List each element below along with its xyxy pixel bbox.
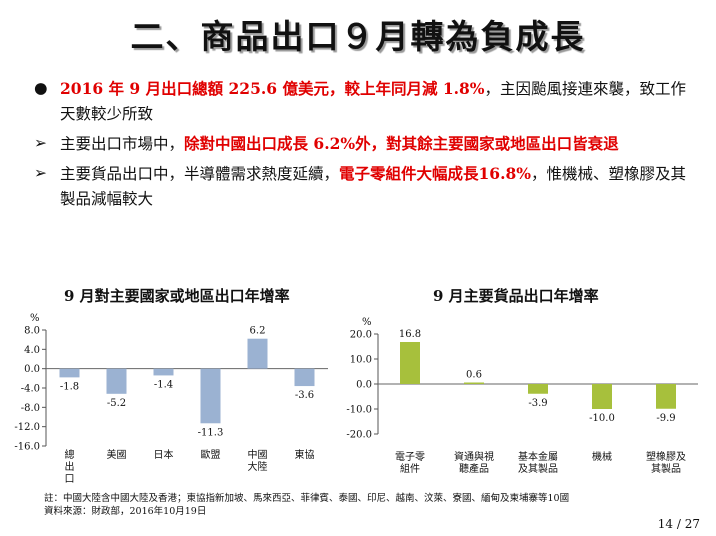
bar (153, 368, 174, 376)
bar (400, 342, 420, 384)
bar-value-label: -3.6 (295, 390, 314, 401)
bar (247, 338, 268, 369)
y-tick-label: -20.0 (346, 430, 372, 441)
footnote: 註：中國大陸含中國大陸及香港；東協指新加坡、馬來西亞、菲律賓、泰國、印尼、越南、… (44, 493, 570, 504)
bullet-text: 除對中國出口成長 6.2%外，對其餘主要國家或地區出口皆衰退 (184, 134, 619, 153)
bar-value-label: -11.3 (198, 427, 224, 438)
category-label: 美國 (107, 448, 127, 461)
slide-title: 二、商品出口９月轉為負成長 (130, 17, 586, 56)
category-label: 機械 (592, 450, 612, 463)
y-tick-label: -8.0 (21, 403, 40, 414)
y-tick-label: 4.0 (24, 345, 40, 356)
bullet-text: ，主因颱風接連來襲，致工作天數較少所致 (60, 80, 687, 123)
products-bar-chart: % 20.0 10.0 0.0 -10.0 -20.0 16.8 電子零組件 0.6 資通與視聽產… (346, 317, 698, 475)
bullet-text: 主要貨品出口中，半導體需求熱度延續， (60, 165, 340, 183)
category-label: 東協 (295, 448, 315, 461)
category-label: 及其製品 (518, 462, 558, 475)
source-note: 資料來源：財政部，2016年10月19日 (44, 506, 207, 517)
bar (294, 368, 315, 387)
bullet-text: 2016 年 9 月出口總額 225.6 億美元，較上年同月減 1.8% (60, 79, 485, 98)
bar (656, 384, 676, 409)
category-label: 其製品 (651, 462, 681, 475)
bar (528, 384, 548, 394)
bullet-total-exports: ● 2016 年 9 月出口總額 225.6 億美元，較上年同月減 1.8%，主… (30, 76, 698, 127)
page-number: 14 / 27 (657, 517, 700, 531)
category-label: 日本 (154, 448, 174, 461)
markets-bar-chart: % 8.0 4.0 0.0 -4.0 -8.0 -12.0 -16.0 -1.8 總出口 -5.2 美… (14, 313, 328, 485)
bullet-text: 電子零組件大幅成長16.8% (339, 164, 531, 183)
category-label: 歐盟 (201, 448, 221, 461)
arrow-bullet-icon: ➢ (34, 134, 47, 152)
bullet-dot-icon: ● (34, 79, 48, 97)
bar-value-label: -1.4 (154, 379, 173, 390)
category-label: 大陸 (248, 460, 268, 473)
bar-value-label: -9.9 (656, 413, 675, 424)
bar-value-label: -10.0 (589, 413, 615, 424)
y-tick-label: -4.0 (21, 384, 40, 395)
category-label: 電子零 (395, 451, 425, 463)
category-label: 總 (65, 448, 75, 461)
category-label: 出 (65, 460, 75, 473)
bullet-markets: ➢ 主要出口市場中，除對中國出口成長 6.2%外，對其餘主要國家或地區出口皆衰退 (30, 131, 698, 157)
category-label: 基本金屬 (518, 450, 558, 463)
bar (592, 384, 612, 409)
y-tick-label: 10.0 (350, 355, 372, 366)
y-unit-label: % (362, 317, 372, 328)
bar (59, 368, 80, 378)
y-tick-label: 8.0 (24, 326, 40, 337)
bar-value-label: -3.9 (528, 398, 547, 409)
bar (106, 368, 127, 394)
bullet-products: ➢ 主要貨品出口中，半導體需求熱度延續，電子零組件大幅成長16.8%，惟機械、塑… (30, 161, 698, 212)
y-tick-label: 0.0 (356, 380, 372, 391)
category-label: 口 (65, 474, 75, 485)
bar-value-label: 6.2 (250, 326, 266, 337)
chart-title-markets: 9 月對主要國家或地區出口年增率 (64, 287, 290, 305)
bullet-text: ，惟機械、塑橡膠及其製品減幅較大 (60, 165, 687, 208)
y-tick-label: -16.0 (14, 442, 40, 453)
bar-value-label: -1.8 (60, 381, 79, 392)
category-label: 組件 (400, 462, 420, 475)
y-unit-label: % (30, 313, 40, 324)
category-label: 資通與視 (454, 450, 494, 463)
category-label: 中國 (248, 448, 268, 461)
y-tick-label: 0.0 (24, 364, 40, 375)
category-label: 聽產品 (459, 462, 489, 475)
footnote-block: 註：中國大陸含中國大陸及香港；東協指新加坡、馬來西亞、菲律賓、泰國、印尼、越南、… (44, 492, 569, 518)
bar (464, 382, 484, 384)
bar-value-label: 16.8 (399, 329, 421, 340)
bar-value-label: -5.2 (107, 398, 126, 409)
bullet-list: ● 2016 年 9 月出口總額 225.6 億美元，較上年同月減 1.8%，主… (30, 76, 698, 216)
y-tick-label: 20.0 (350, 330, 372, 341)
y-tick-label: -12.0 (14, 422, 40, 433)
y-tick-label: -10.0 (346, 405, 372, 416)
bar (200, 368, 221, 424)
chart-title-products: 9 月主要貨品出口年增率 (433, 287, 599, 305)
bullet-text: 主要出口市場中， (60, 135, 185, 153)
arrow-bullet-icon: ➢ (34, 164, 47, 182)
bar-value-label: 0.6 (466, 370, 482, 381)
category-label: 塑橡膠及 (646, 450, 686, 463)
